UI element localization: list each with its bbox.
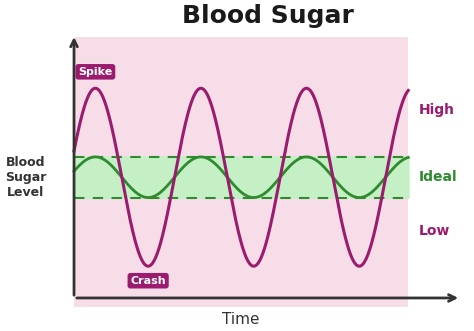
- Text: Low: Low: [419, 224, 450, 238]
- FancyBboxPatch shape: [74, 37, 408, 307]
- Text: Blood Sugar: Blood Sugar: [182, 4, 354, 28]
- Text: Time: Time: [222, 312, 260, 327]
- Text: Spike: Spike: [78, 67, 112, 77]
- Text: Ideal: Ideal: [419, 170, 457, 184]
- Text: Blood
Sugar
Level: Blood Sugar Level: [5, 156, 46, 199]
- Text: Crash: Crash: [130, 276, 166, 286]
- Text: High: High: [419, 104, 455, 118]
